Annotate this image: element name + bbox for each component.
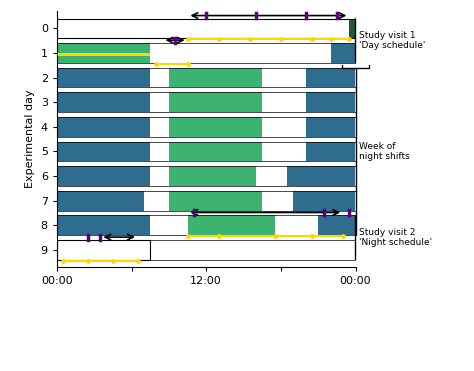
Bar	[169, 166, 256, 186]
Bar	[57, 166, 356, 186]
Bar	[57, 142, 356, 161]
Bar	[306, 142, 356, 161]
Bar	[169, 166, 256, 186]
Text: Study visit 1
'Day schedule': Study visit 1 'Day schedule'	[359, 31, 426, 50]
Bar	[57, 43, 150, 63]
Bar	[57, 43, 356, 63]
Bar	[57, 68, 150, 88]
Bar	[318, 216, 356, 235]
Bar	[169, 92, 262, 112]
Text: Week of
night shifts: Week of night shifts	[359, 142, 410, 161]
Bar	[306, 117, 356, 137]
Bar	[169, 191, 262, 210]
Bar	[169, 142, 262, 161]
Y-axis label: Experimental day: Experimental day	[25, 90, 35, 188]
Bar	[349, 19, 356, 38]
Bar	[169, 142, 262, 161]
Bar	[57, 53, 150, 56]
Bar	[57, 117, 356, 137]
Bar	[57, 216, 150, 235]
Bar	[330, 43, 356, 63]
Bar	[169, 68, 262, 88]
Bar	[57, 216, 356, 235]
Bar	[57, 191, 144, 210]
Bar	[57, 43, 150, 63]
Text: Study visit 2
'Night schedule': Study visit 2 'Night schedule'	[359, 228, 432, 247]
Bar	[57, 117, 150, 137]
Bar	[57, 142, 150, 161]
Bar	[57, 240, 150, 260]
Bar	[57, 191, 356, 210]
Bar	[169, 117, 262, 137]
Bar	[169, 117, 262, 137]
Bar	[330, 43, 356, 63]
Bar	[306, 92, 356, 112]
Bar	[293, 191, 356, 210]
Bar	[188, 216, 274, 235]
Bar	[57, 19, 356, 38]
Bar	[57, 92, 356, 112]
Bar	[306, 68, 356, 88]
Bar	[287, 166, 356, 186]
Bar	[57, 68, 356, 88]
Bar	[169, 68, 262, 88]
Bar	[169, 92, 262, 112]
Bar	[169, 191, 262, 210]
Bar	[57, 92, 150, 112]
Bar	[57, 166, 150, 186]
